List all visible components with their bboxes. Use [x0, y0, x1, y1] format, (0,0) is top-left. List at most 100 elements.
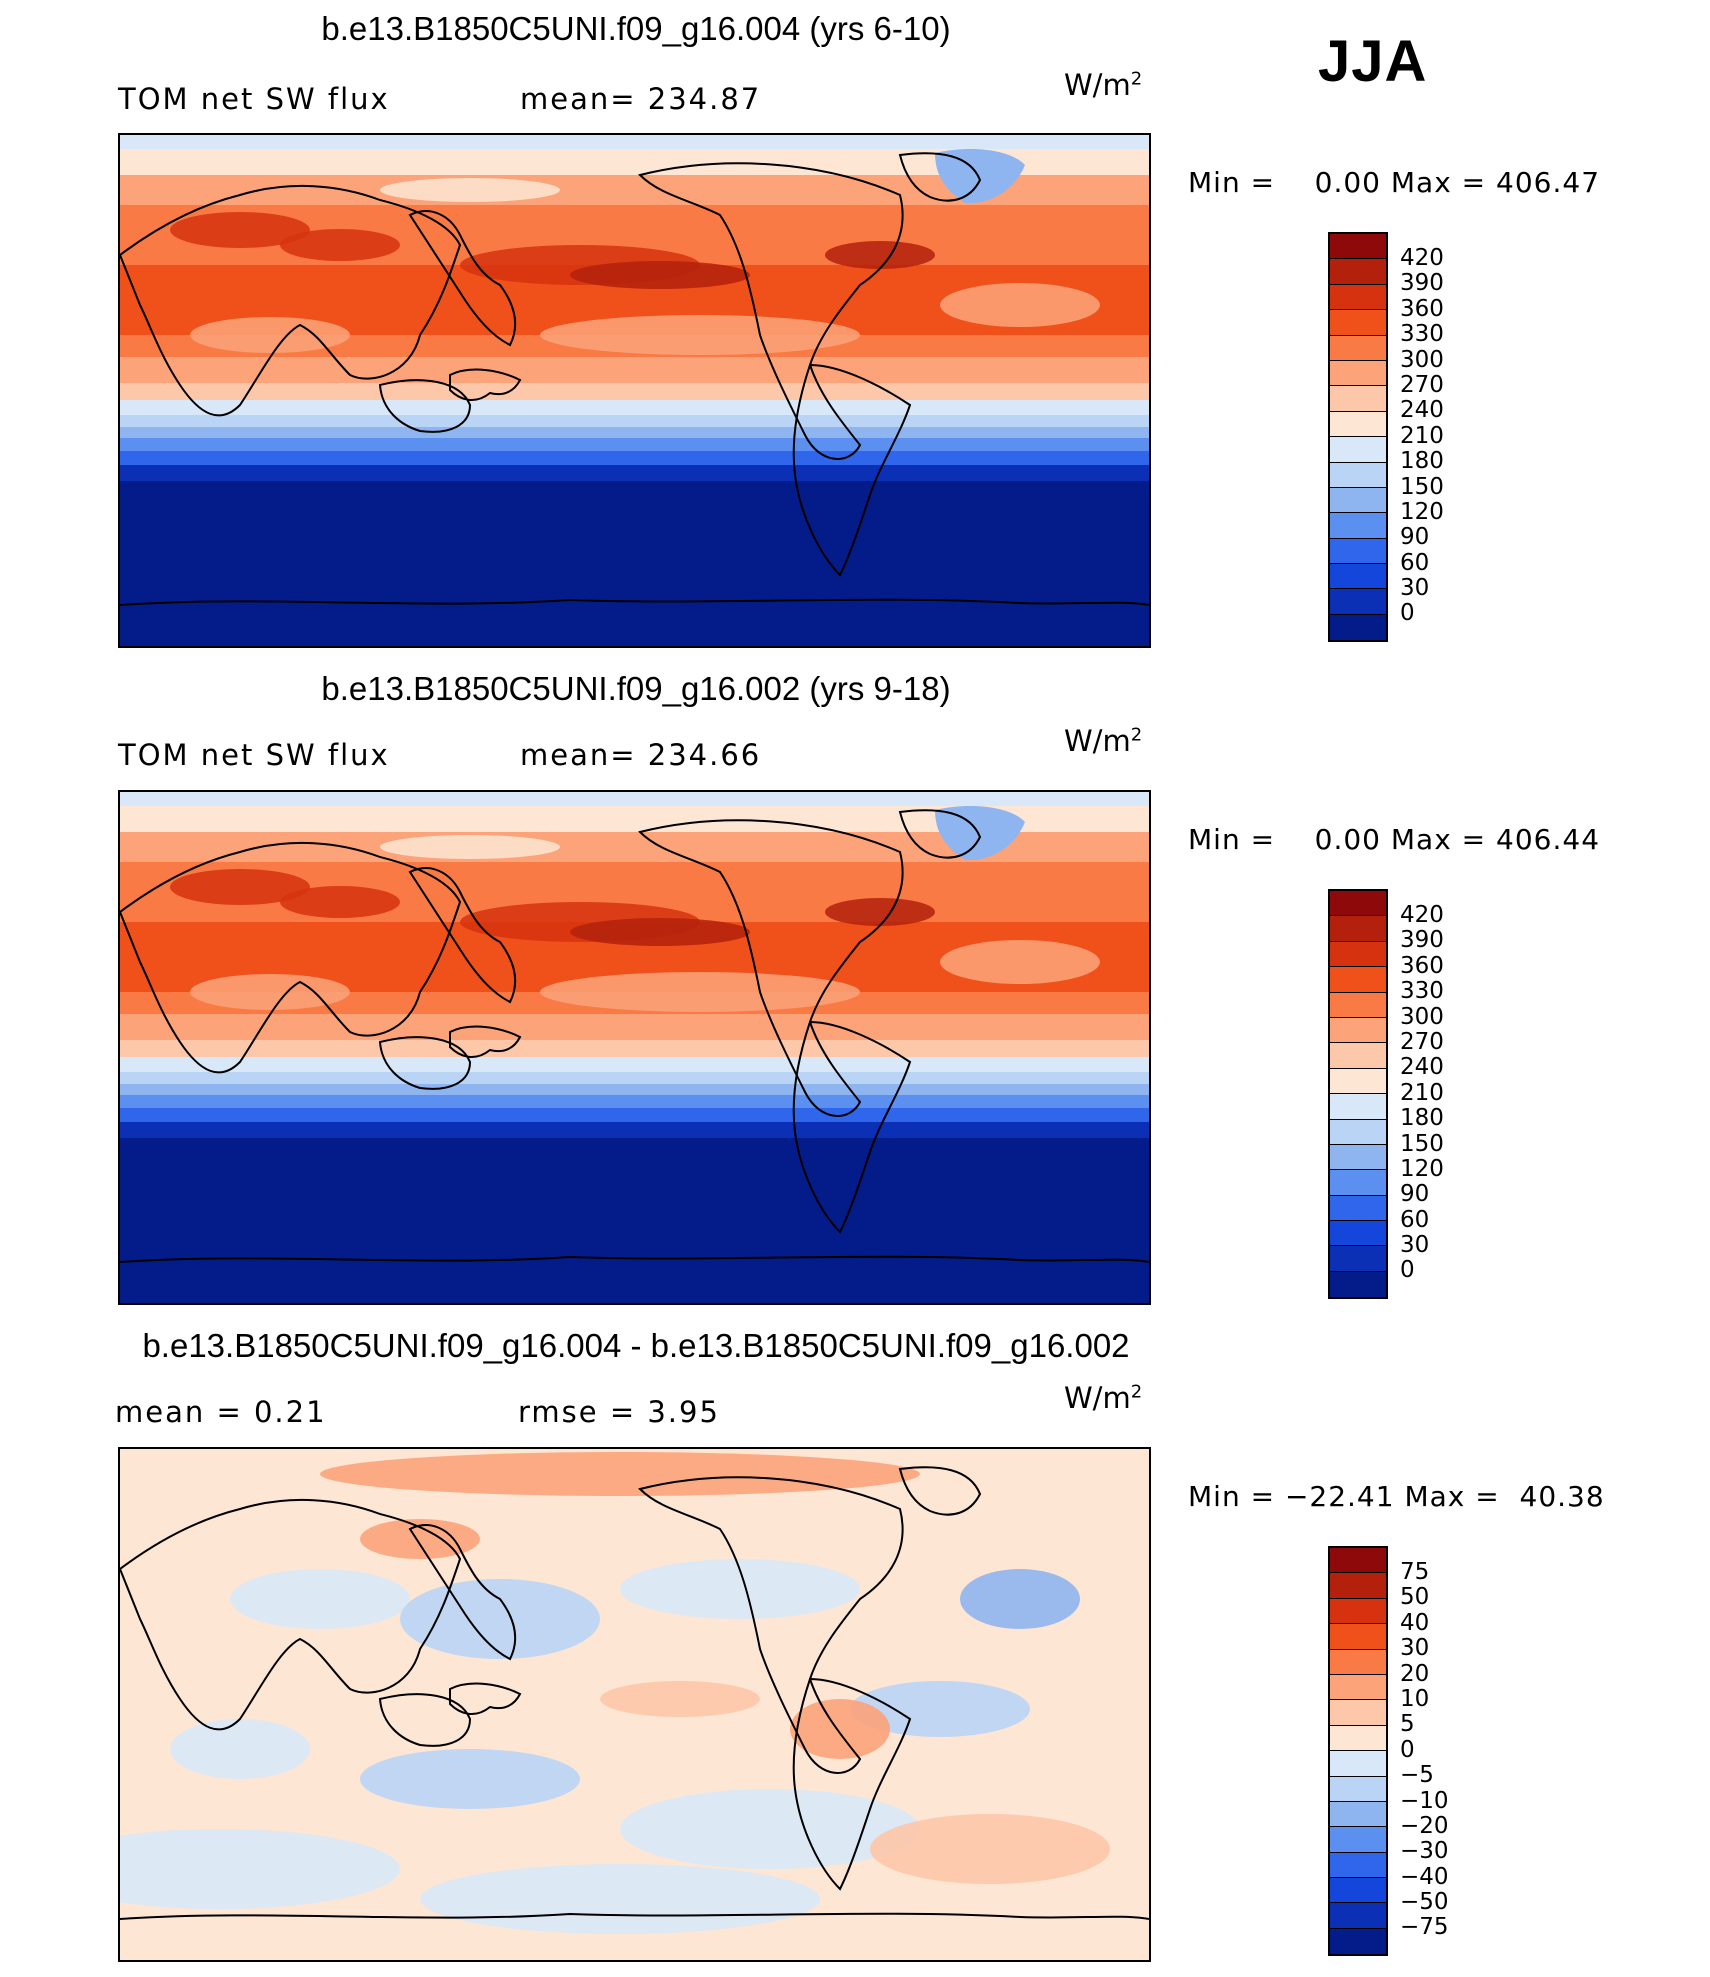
colorbar-swatch: [1330, 614, 1386, 641]
colorbar-tick-label: 30: [1400, 575, 1430, 602]
colorbar-swatch: [1330, 916, 1386, 942]
colorbar-tick-label: 300: [1400, 346, 1444, 373]
colorbar-swatch: [1330, 284, 1386, 311]
colorbar-swatch: [1330, 891, 1386, 917]
colorbar-tick-label: 270: [1400, 371, 1444, 398]
world-map: [118, 1447, 1151, 1962]
mean-label: mean= 234.87: [520, 82, 762, 116]
colorbar-swatch: [1330, 1548, 1386, 1574]
panel-title: b.e13.B1850C5UNI.f09_g16.002 (yrs 9-18): [321, 670, 951, 707]
units-text: W/m: [1064, 724, 1131, 758]
map-field: [120, 1449, 1149, 1960]
panel-1: b.e13.B1850C5UNI.f09_g16.004 (yrs 6-10) …: [0, 0, 1710, 660]
colorbar-swatch: [1330, 1170, 1386, 1196]
colorbar-swatch: [1330, 1221, 1386, 1247]
colorbar-swatch: [1330, 1246, 1386, 1272]
colorbar-swatch: [1330, 437, 1386, 463]
colorbar-tick-label: 330: [1400, 321, 1444, 348]
colorbar-ticks: 75 50 40 30 20 10 5 0 −5 −10 −20 −30 −40 −50 −75: [1400, 1559, 1449, 1941]
colorbar-tick-label: 0: [1400, 1257, 1415, 1284]
panel-title: b.e13.B1850C5UNI.f09_g16.004 (yrs 6-10): [321, 10, 951, 47]
colorbar-swatch: [1330, 487, 1386, 514]
colorbar-tick-label: 330: [1400, 978, 1444, 1005]
colorbar-swatch: [1330, 1271, 1386, 1298]
colorbar-ticks: 420 390 360 330 300 270 240 210 180 150 120 90 60 30 0: [1400, 245, 1444, 627]
colorbar-tick-label: 360: [1400, 295, 1444, 322]
colorbar-tick-label: 60: [1400, 549, 1430, 576]
colorbar-tick-label: 150: [1400, 1130, 1444, 1157]
colorbar-tick-label: 210: [1400, 1079, 1444, 1106]
mean-label: mean = 0.21: [115, 1395, 327, 1429]
colorbar-swatch: [1330, 1573, 1386, 1599]
colorbar-swatch: [1330, 1043, 1386, 1069]
colorbar-swatch: [1330, 386, 1386, 412]
colorbar-swatch: [1330, 1827, 1386, 1853]
units-label: W/m2: [1064, 1381, 1142, 1415]
colorbar-tick-label: −30: [1400, 1838, 1449, 1865]
colorbar-ticks: 420 390 360 330 300 270 240 210 180 150 120 90 60 30 0: [1400, 902, 1444, 1284]
colorbar-swatch: [1330, 1725, 1386, 1752]
colorbar-swatch: [1330, 462, 1386, 488]
colorbar-tick-label: 360: [1400, 952, 1444, 979]
colorbar-swatch: [1330, 941, 1386, 968]
colorbar-tick-label: 120: [1400, 1155, 1444, 1182]
world-map: [118, 790, 1151, 1305]
units-label: W/m2: [1064, 68, 1142, 102]
colorbar-tick-label: −5: [1400, 1762, 1434, 1789]
colorbar-tick-label: 390: [1400, 270, 1444, 297]
colorbar-tick-label: 30: [1400, 1635, 1430, 1662]
colorbar-swatch: [1330, 310, 1386, 336]
colorbar-tick-label: 20: [1400, 1660, 1430, 1687]
colorbar-tick-label: 10: [1400, 1685, 1430, 1712]
panel-2: b.e13.B1850C5UNI.f09_g16.002 (yrs 9-18) …: [0, 660, 1710, 1320]
colorbar-swatch: [1330, 1624, 1386, 1650]
map-field: [120, 135, 1149, 646]
colorbar-swatch: [1330, 360, 1386, 387]
colorbar-swatch: [1330, 1878, 1386, 1904]
units-exponent: 2: [1130, 724, 1143, 746]
mean-label: mean= 234.66: [520, 738, 762, 772]
colorbar: [1328, 232, 1388, 643]
colorbar-tick-label: 90: [1400, 524, 1430, 551]
field-label: TOM net SW flux: [118, 738, 390, 772]
colorbar-tick-label: 0: [1400, 600, 1415, 627]
colorbar-tick-label: 240: [1400, 1054, 1444, 1081]
colorbar-tick-label: 300: [1400, 1003, 1444, 1030]
colorbar-tick-label: 180: [1400, 1105, 1444, 1132]
colorbar-swatch: [1330, 538, 1386, 565]
colorbar-swatch: [1330, 259, 1386, 285]
colorbar-swatch: [1330, 1852, 1386, 1879]
colorbar-tick-label: −40: [1400, 1863, 1449, 1890]
colorbar-swatch: [1330, 967, 1386, 993]
units-exponent: 2: [1130, 68, 1143, 90]
colorbar-tick-label: 75: [1400, 1559, 1430, 1585]
colorbar-swatch: [1330, 411, 1386, 438]
map-field: [120, 792, 1149, 1303]
colorbar-tick-label: 390: [1400, 927, 1444, 954]
colorbar-tick-label: 180: [1400, 448, 1444, 475]
colorbar-tick-label: 210: [1400, 422, 1444, 449]
colorbar-swatch: [1330, 1674, 1386, 1701]
colorbar-tick-label: 420: [1400, 902, 1444, 928]
colorbar-swatch: [1330, 513, 1386, 539]
colorbar-tick-label: 60: [1400, 1206, 1430, 1233]
colorbar-tick-label: −75: [1400, 1914, 1449, 1941]
colorbar: [1328, 1546, 1388, 1957]
colorbar-tick-label: 90: [1400, 1181, 1430, 1208]
colorbar-swatch: [1330, 564, 1386, 590]
units-exponent: 2: [1130, 1381, 1143, 1403]
units-text: W/m: [1064, 1381, 1131, 1415]
colorbar-tick-label: 0: [1400, 1736, 1415, 1763]
colorbar-swatch: [1330, 992, 1386, 1018]
colorbar-tick-label: 40: [1400, 1609, 1430, 1636]
colorbar-tick-label: 150: [1400, 473, 1444, 500]
colorbar-tick-label: 270: [1400, 1028, 1444, 1055]
colorbar-swatch: [1330, 1776, 1386, 1802]
colorbar-swatch: [1330, 1068, 1386, 1095]
colorbar-swatch: [1330, 1598, 1386, 1625]
rmse-label: rmse = 3.95: [518, 1395, 720, 1429]
panel-3: b.e13.B1850C5UNI.f09_g16.004 - b.e13.B18…: [0, 1317, 1710, 1977]
min-max-label: Min = −22.41 Max = 40.38: [1188, 1480, 1605, 1513]
colorbar-swatch: [1330, 234, 1386, 260]
panel-title: b.e13.B1850C5UNI.f09_g16.004 - b.e13.B18…: [142, 1327, 1130, 1364]
